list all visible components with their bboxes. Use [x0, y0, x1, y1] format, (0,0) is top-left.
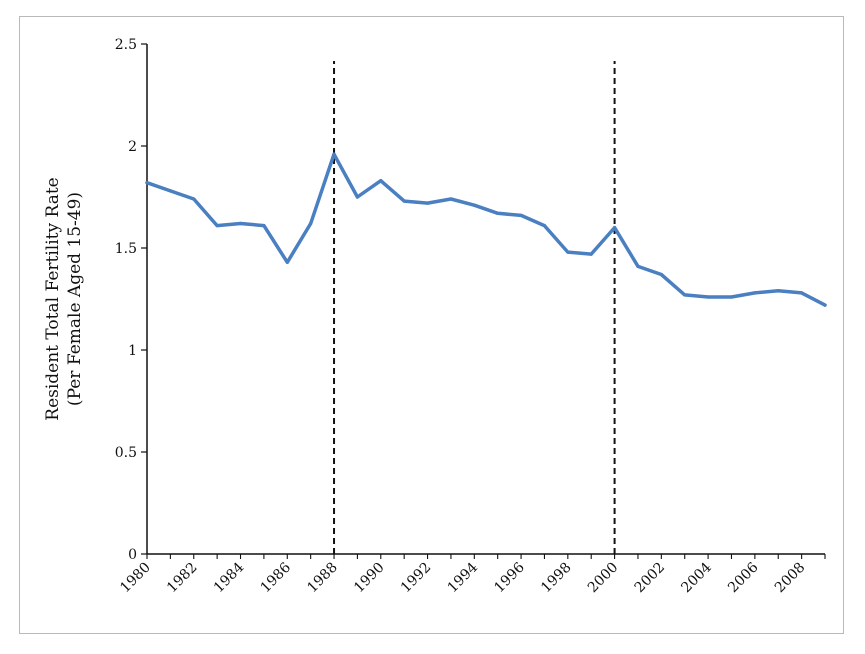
- data-point-2005: [729, 295, 734, 299]
- data-point-2004: [706, 295, 710, 299]
- data-point-1982: [192, 197, 196, 201]
- data-point-1998: [566, 250, 570, 254]
- data-point-1996: [519, 213, 523, 217]
- data-point-1990: [379, 179, 383, 183]
- data-point-1991: [402, 199, 406, 203]
- data-point-2007: [776, 289, 780, 293]
- x-tick-label: 2002: [632, 560, 669, 597]
- y-tick-label: 1: [128, 343, 137, 359]
- y-axis-label-line-1: Resident Total Fertility Rate: [43, 177, 63, 420]
- y-tick-label: 0.5: [115, 445, 137, 461]
- y-tick-label: 0: [128, 547, 137, 563]
- data-point-2001: [636, 264, 640, 268]
- y-tick-label: 2.5: [115, 37, 137, 53]
- x-tick-label: 1986: [258, 559, 295, 596]
- y-axis-label-line-2: (Per Female Aged 15-49): [65, 192, 85, 406]
- data-point-1985: [262, 223, 266, 228]
- x-tick-label: 1984: [211, 559, 248, 596]
- data-point-2009: [823, 303, 827, 307]
- x-tick-label: 1996: [491, 559, 528, 596]
- data-point-1992: [425, 201, 430, 205]
- chart-frame: Resident Total Fertility Rate (Per Femal…: [19, 16, 844, 634]
- data-point-2000: [612, 226, 617, 230]
- x-tick-label: 1982: [164, 560, 201, 597]
- data-point-1988: [332, 152, 336, 156]
- fertility-rate-line-chart: Resident Total Fertility Rate (Per Femal…: [43, 37, 827, 597]
- data-point-1994: [472, 203, 476, 207]
- x-tick-label: 1992: [398, 560, 435, 597]
- data-point-1995: [496, 211, 500, 215]
- x-tick-label: 1998: [538, 560, 575, 597]
- series-line: [145, 152, 827, 307]
- data-point-1983: [215, 223, 219, 228]
- y-tick-label: 2: [128, 139, 137, 155]
- data-point-1989: [355, 195, 360, 199]
- data-point-1987: [309, 221, 313, 226]
- data-point-2003: [683, 293, 687, 297]
- data-point-1997: [542, 223, 547, 228]
- x-tick-label: 2004: [678, 559, 715, 596]
- data-point-1993: [449, 197, 453, 201]
- y-tick-label: 1.5: [115, 241, 137, 257]
- x-tick-label: 2008: [772, 560, 809, 597]
- x-tick-label: 1994: [445, 559, 482, 596]
- data-point-1980: [145, 181, 149, 185]
- data-point-2006: [753, 291, 757, 295]
- x-tick-label: 1988: [304, 560, 341, 597]
- data-point-2002: [659, 272, 663, 277]
- x-tick-label: 2006: [725, 559, 762, 596]
- x-tick-label: 1980: [117, 560, 154, 597]
- x-tick-label: 2000: [585, 560, 622, 597]
- x-tick-label: 1990: [351, 560, 388, 597]
- data-point-1999: [589, 252, 593, 256]
- data-point-1984: [238, 221, 243, 226]
- data-point-1986: [285, 260, 289, 264]
- data-point-2008: [800, 291, 804, 295]
- y-axis-label: Resident Total Fertility Rate (Per Femal…: [43, 177, 85, 420]
- data-point-1981: [168, 189, 172, 193]
